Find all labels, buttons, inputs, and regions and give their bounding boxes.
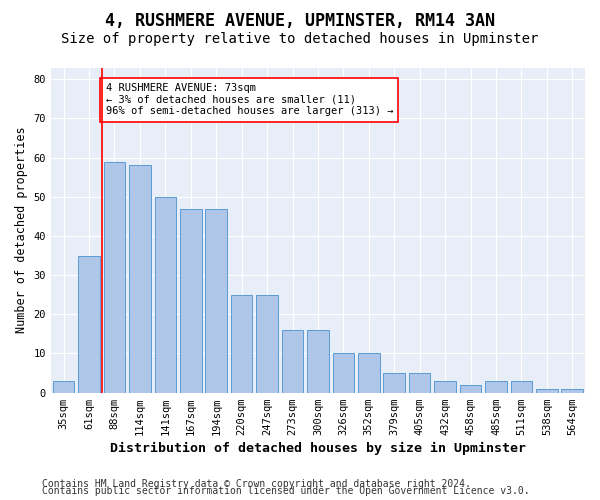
Bar: [409, 373, 430, 392]
Bar: [307, 330, 329, 392]
Bar: [205, 208, 227, 392]
Y-axis label: Number of detached properties: Number of detached properties: [15, 126, 28, 334]
Bar: [180, 208, 202, 392]
Bar: [434, 381, 456, 392]
Bar: [256, 294, 278, 392]
Bar: [536, 388, 557, 392]
Bar: [383, 373, 405, 392]
Bar: [282, 330, 304, 392]
Bar: [511, 381, 532, 392]
Bar: [155, 197, 176, 392]
Bar: [485, 381, 507, 392]
Text: 4 RUSHMERE AVENUE: 73sqm
← 3% of detached houses are smaller (11)
96% of semi-de: 4 RUSHMERE AVENUE: 73sqm ← 3% of detache…: [106, 83, 393, 116]
Text: Contains public sector information licensed under the Open Government Licence v3: Contains public sector information licen…: [42, 486, 530, 496]
Text: Size of property relative to detached houses in Upminster: Size of property relative to detached ho…: [61, 32, 539, 46]
Bar: [358, 354, 380, 393]
Bar: [460, 385, 481, 392]
Bar: [332, 354, 354, 393]
Bar: [562, 388, 583, 392]
Bar: [78, 256, 100, 392]
Bar: [104, 162, 125, 392]
Bar: [231, 294, 253, 392]
Text: 4, RUSHMERE AVENUE, UPMINSTER, RM14 3AN: 4, RUSHMERE AVENUE, UPMINSTER, RM14 3AN: [105, 12, 495, 30]
Bar: [129, 166, 151, 392]
Text: Contains HM Land Registry data © Crown copyright and database right 2024.: Contains HM Land Registry data © Crown c…: [42, 479, 471, 489]
X-axis label: Distribution of detached houses by size in Upminster: Distribution of detached houses by size …: [110, 442, 526, 455]
Bar: [53, 381, 74, 392]
